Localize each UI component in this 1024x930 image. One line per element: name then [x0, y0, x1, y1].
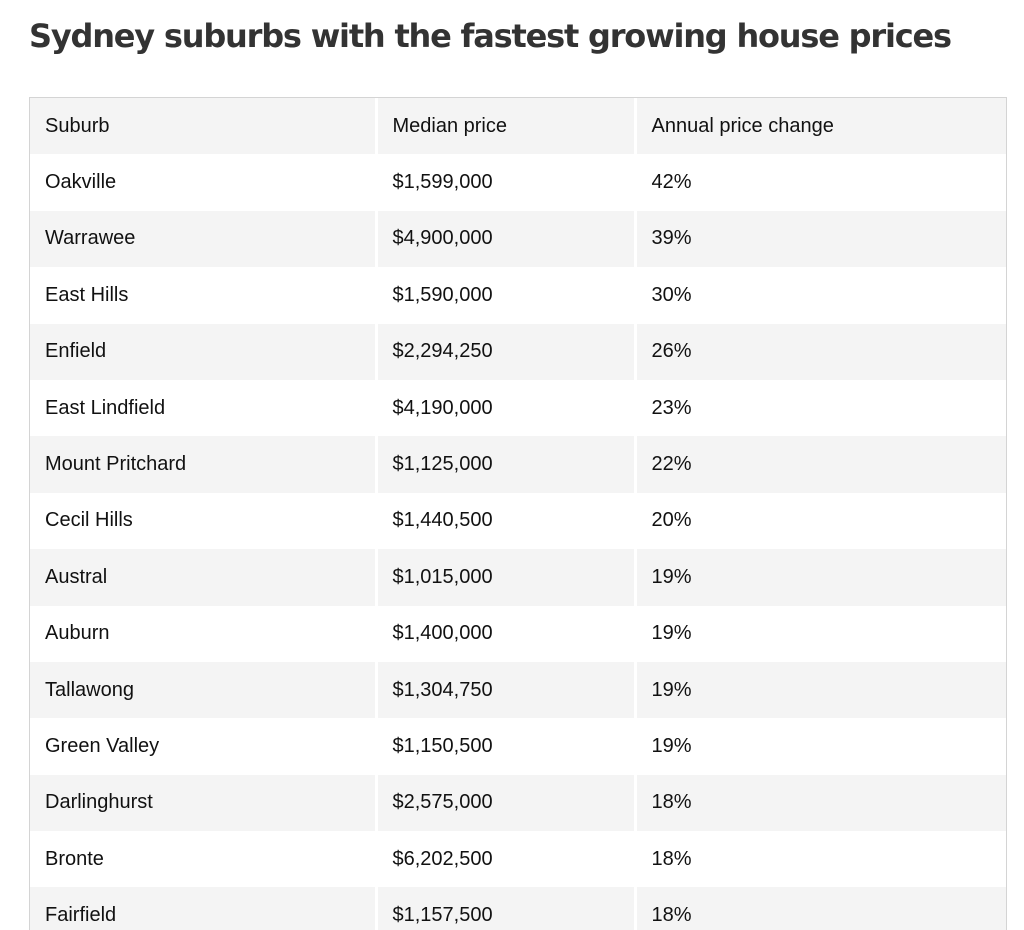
cell-annual-change: 39% — [633, 210, 1006, 268]
cell-suburb: Enfield — [45, 340, 107, 363]
cell-annual-change: 18% — [633, 831, 1006, 888]
table-row: Auburn $1,400,000 19% — [30, 605, 1006, 662]
cell-suburb: Auburn — [45, 622, 110, 645]
table-header-row: Suburb Median price Annual price change — [30, 98, 1006, 155]
cell-suburb: Tallawong — [45, 678, 134, 701]
header-annual-price-change: Annual price change — [633, 98, 1006, 155]
header-median-price: Median price — [374, 98, 635, 155]
cell-suburb: Austral — [45, 565, 108, 588]
cell-suburb: East Hills — [45, 283, 129, 306]
table-row: Austral $1,015,000 19% — [30, 549, 1006, 606]
price-table: Suburb Median price Annual price change … — [30, 98, 1006, 930]
cell-median-price: $1,157,500 — [374, 887, 635, 930]
cell-annual-change: 30% — [633, 267, 1006, 324]
cell-annual-change: 20% — [633, 492, 1006, 550]
cell-median-price: $2,575,000 — [374, 774, 635, 832]
cell-annual-change: 19% — [633, 718, 1006, 775]
table-row: Oakville $1,599,000 42% — [30, 154, 1006, 211]
table-row: Cecil Hills $1,440,500 20% — [30, 492, 1006, 550]
cell-median-price: $1,015,000 — [374, 549, 635, 606]
cell-median-price: $1,400,000 — [374, 605, 635, 662]
table-row: Darlinghurst $2,575,000 18% — [30, 774, 1006, 832]
table-row: East Hills $1,590,000 30% — [30, 267, 1006, 324]
table-row: Tallawong $1,304,750 19% — [30, 661, 1006, 719]
cell-suburb: Green Valley — [45, 734, 160, 757]
cell-suburb: Oakville — [45, 171, 117, 194]
cell-annual-change: 42% — [633, 154, 1006, 211]
cell-suburb: Warrawee — [45, 227, 136, 250]
cell-annual-change: 26% — [633, 323, 1006, 380]
table-row: Mount Pritchard $1,125,000 22% — [30, 436, 1006, 493]
cell-annual-change: 18% — [633, 887, 1006, 930]
cell-median-price: $1,150,500 — [374, 718, 635, 775]
cell-median-price: $1,440,500 — [374, 492, 635, 550]
cell-suburb: Bronte — [45, 847, 104, 870]
cell-suburb: East Lindfield — [45, 396, 166, 419]
price-table-container: Suburb Median price Annual price change … — [29, 97, 1007, 930]
cell-annual-change: 23% — [633, 379, 1006, 437]
table-row: Bronte $6,202,500 18% — [30, 831, 1006, 888]
cell-annual-change: 19% — [633, 605, 1006, 662]
cell-annual-change: 19% — [633, 661, 1006, 719]
cell-median-price: $1,590,000 — [374, 267, 635, 324]
cell-median-price: $4,190,000 — [374, 379, 635, 437]
cell-annual-change: 19% — [633, 549, 1006, 606]
table-row: Enfield $2,294,250 26% — [30, 323, 1006, 380]
cell-median-price: $2,294,250 — [374, 323, 635, 380]
table-row: Green Valley $1,150,500 19% — [30, 718, 1006, 775]
table-row: East Lindfield $4,190,000 23% — [30, 379, 1006, 437]
cell-annual-change: 18% — [633, 774, 1006, 832]
cell-median-price: $1,125,000 — [374, 436, 635, 493]
header-suburb: Suburb — [45, 114, 110, 137]
page-title: Sydney suburbs with the fastest growing … — [29, 17, 952, 55]
table-row: Warrawee $4,900,000 39% — [30, 210, 1006, 268]
cell-median-price: $4,900,000 — [374, 210, 635, 268]
cell-annual-change: 22% — [633, 436, 1006, 493]
cell-suburb: Mount Pritchard — [45, 453, 187, 476]
cell-suburb: Darlinghurst — [45, 791, 153, 814]
cell-median-price: $1,304,750 — [374, 661, 635, 719]
table-row: Fairfield $1,157,500 18% — [30, 887, 1006, 930]
cell-median-price: $6,202,500 — [374, 831, 635, 888]
cell-suburb: Cecil Hills — [45, 509, 133, 532]
cell-median-price: $1,599,000 — [374, 154, 635, 211]
cell-suburb: Fairfield — [45, 904, 117, 927]
